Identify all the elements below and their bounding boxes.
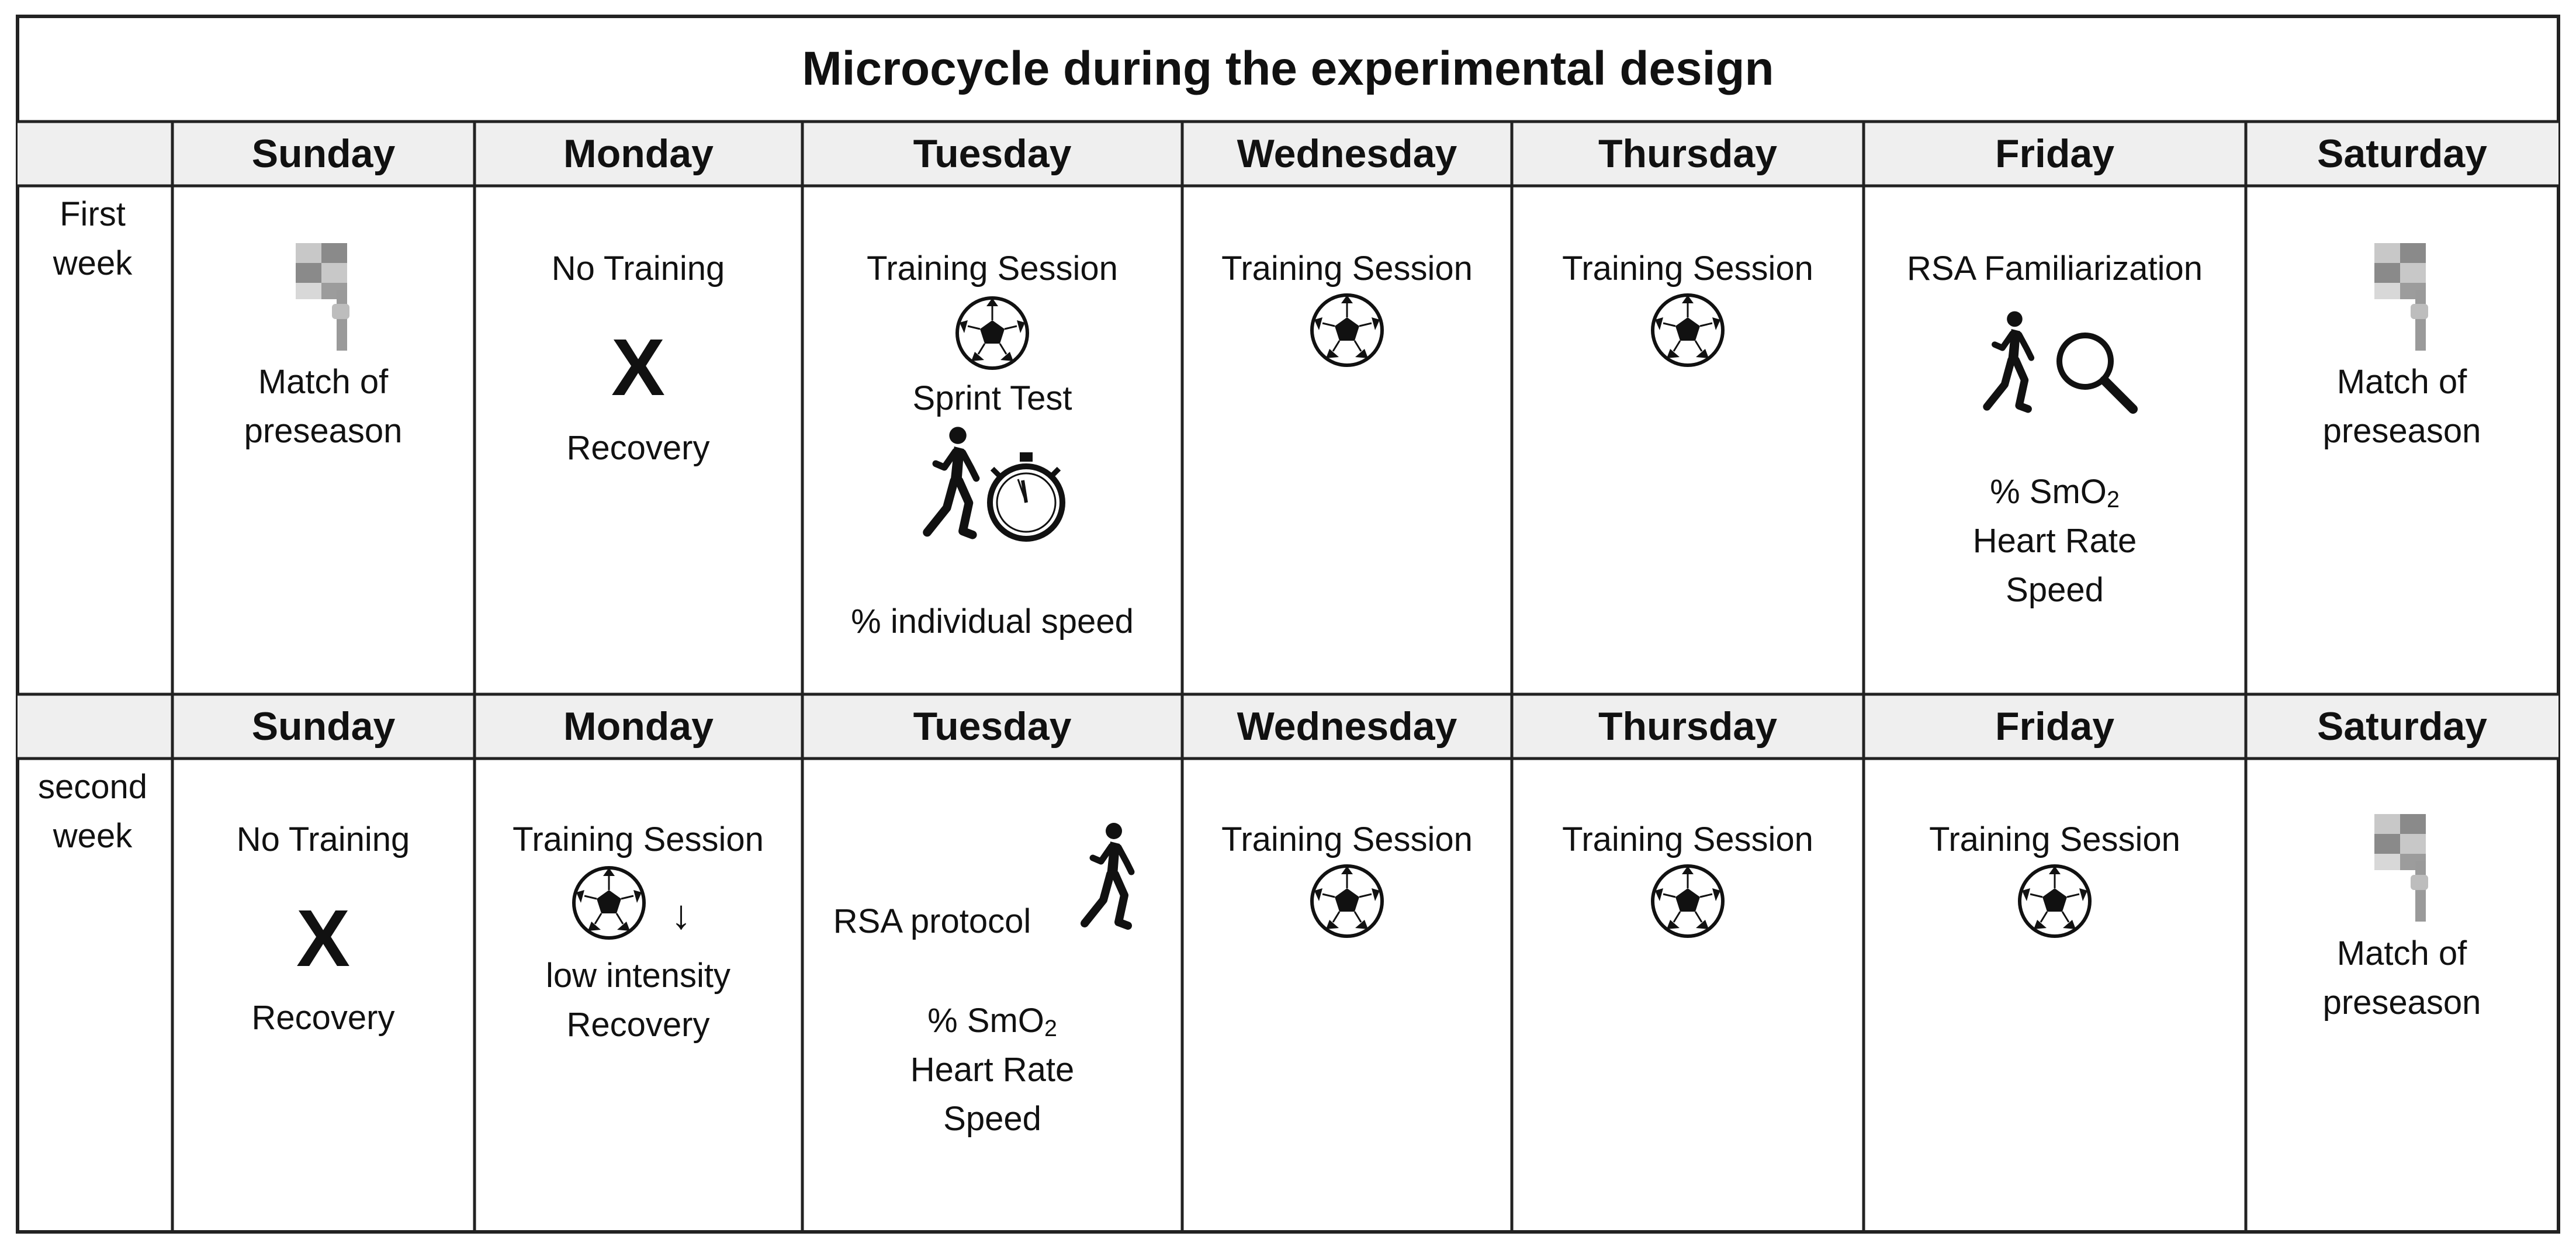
measures-list: % SmO2 Heart Rate Speed	[910, 996, 1074, 1144]
recovery-label: Recovery	[566, 1006, 710, 1044]
day-header-tuesday: Tuesday	[913, 704, 1072, 749]
day-header-thursday: Thursday	[1598, 704, 1778, 749]
week-label-second: second week	[21, 763, 164, 861]
day-header-friday: Friday	[1995, 131, 2115, 176]
week-label-line: week	[53, 244, 133, 283]
runner-icon	[1081, 823, 1135, 930]
soccer-ball-icon	[955, 296, 1029, 370]
training-session-label: Training Session	[513, 820, 764, 858]
training-session-label: Training Session	[1562, 250, 1813, 288]
training-session-label: Training Session	[1221, 250, 1473, 288]
stopwatch-icon	[987, 452, 1065, 542]
smo2-text: % SmO	[927, 1002, 1044, 1040]
down-arrow-icon: ↓	[671, 892, 691, 937]
match-label: Match of preseason	[2323, 929, 2481, 1027]
diagram-title: Microcycle during the experimental desig…	[802, 42, 1774, 95]
text-line: preseason	[2322, 984, 2481, 1022]
text-line: Match of	[2336, 363, 2467, 401]
no-training-label: No Training	[236, 820, 410, 858]
day-header-monday: Monday	[563, 704, 714, 749]
smo2-label: % SmO2	[910, 996, 1074, 1045]
smo2-label: % SmO2	[1973, 468, 2137, 517]
heart-rate-label: Heart Rate	[910, 1051, 1075, 1089]
day-header-sunday: Sunday	[251, 704, 396, 749]
flag-icon	[2374, 243, 2428, 351]
recovery-label: Recovery	[566, 429, 710, 467]
match-label: Match of preseason	[2323, 358, 2481, 456]
text-line: Match of	[2336, 934, 2467, 972]
day-header-sunday: Sunday	[251, 131, 396, 176]
soccer-ball-icon	[1310, 293, 1384, 367]
training-session-label: Training Session	[1562, 820, 1813, 858]
flag-icon	[2374, 814, 2428, 922]
week-label-line: second	[37, 768, 148, 806]
speed-label: Speed	[943, 1100, 1041, 1138]
x-mark-icon: X	[611, 323, 666, 413]
grid-lines	[18, 120, 2558, 1232]
day-header-saturday: Saturday	[2317, 131, 2487, 176]
day-header-wednesday: Wednesday	[1237, 704, 1457, 749]
training-session-label: Training Session	[1929, 820, 2180, 858]
speed-label: Speed	[2006, 571, 2104, 610]
soccer-ball-icon	[572, 866, 646, 940]
soccer-ball-icon	[1651, 293, 1725, 367]
soccer-ball-icon	[1310, 864, 1384, 938]
day-header-wednesday: Wednesday	[1237, 131, 1457, 176]
header-row-week1	[18, 122, 2558, 186]
week-label-first: First week	[21, 190, 164, 288]
heart-rate-label: Heart Rate	[1972, 522, 2137, 560]
text-line: Match of	[258, 363, 389, 401]
training-session-label: Training Session	[1221, 820, 1473, 858]
day-header-thursday: Thursday	[1598, 131, 1778, 176]
smo2-subscript: 2	[1044, 1016, 1057, 1042]
week-label-line: week	[53, 817, 133, 856]
magnifier-icon	[2056, 333, 2138, 414]
measures-list: % SmO2 Heart Rate Speed	[1973, 468, 2137, 615]
smo2-text: % SmO	[1990, 473, 2107, 511]
smo2-subscript: 2	[2106, 487, 2120, 513]
week-label-line: First	[60, 195, 126, 233]
match-label: Match of preseason	[244, 358, 403, 456]
day-header-monday: Monday	[563, 131, 714, 176]
soccer-ball-icon	[2018, 864, 2092, 938]
runner-icon	[923, 427, 980, 539]
low-intensity-label: low intensity	[546, 957, 730, 995]
rsa-protocol-label: RSA protocol	[833, 902, 1031, 940]
flag-icon	[296, 243, 349, 351]
individual-speed-label: % individual speed	[851, 603, 1134, 640]
runner-icon	[1983, 311, 2035, 413]
outer-frame	[16, 15, 2560, 1234]
header-row-week2	[18, 694, 2558, 759]
text-line: preseason	[244, 412, 403, 451]
day-header-saturday: Saturday	[2317, 704, 2487, 749]
text-line: preseason	[2322, 412, 2481, 451]
day-header-tuesday: Tuesday	[913, 131, 1072, 176]
x-mark-icon: X	[296, 894, 351, 984]
no-training-label: No Training	[551, 250, 725, 288]
day-header-friday: Friday	[1995, 704, 2115, 749]
soccer-ball-icon	[1651, 864, 1725, 938]
sprint-test-label: Sprint Test	[912, 379, 1072, 417]
recovery-label: Recovery	[251, 999, 395, 1037]
training-session-label: Training Session	[867, 250, 1118, 288]
rsa-familiarization-label: RSA Familiarization	[1906, 250, 2203, 288]
monday-recovery-label: low intensity Recovery	[546, 951, 730, 1050]
